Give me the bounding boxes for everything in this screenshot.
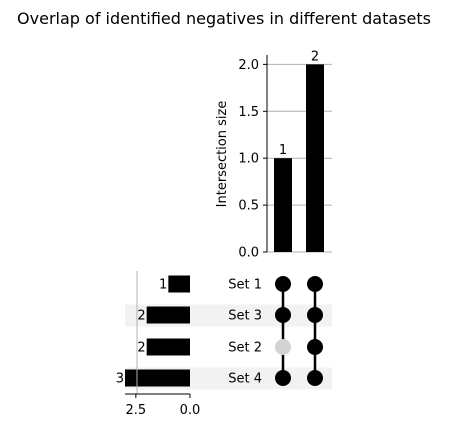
set-name-label: Set 1: [228, 278, 262, 293]
membership-dot-active: [275, 307, 291, 323]
set-size-labels: 1 2 2 3: [116, 278, 168, 387]
intersection-bar: [306, 64, 324, 252]
intersection-bars: [274, 64, 324, 252]
membership-dot-active: [307, 276, 323, 292]
intersection-y-ticks: 0.0 0.5 1.0 1.5 2.0: [238, 58, 267, 261]
set-size-bar: [168, 275, 190, 293]
y-tick-label: 1.5: [238, 105, 259, 120]
set-size-x-tick-label: 0.0: [180, 403, 201, 418]
intersection-y-axis-label: Intersection size: [215, 101, 230, 208]
chart-title: Overlap of identified negatives in diffe…: [17, 9, 431, 28]
set-size-bars: [125, 275, 190, 387]
y-tick-label: 0.5: [238, 199, 259, 214]
set-names: Set 1 Set 3 Set 2 Set 4: [228, 278, 262, 387]
y-tick-label: 0.0: [238, 246, 259, 261]
membership-dot-active: [307, 339, 323, 355]
set-name-label: Set 2: [228, 341, 262, 356]
set-size-label: 1: [159, 278, 167, 293]
membership-matrix: [275, 276, 323, 386]
set-name-label: Set 4: [228, 372, 262, 387]
membership-dot-active: [275, 276, 291, 292]
set-size-label: 2: [137, 341, 145, 356]
membership-dot-active: [275, 370, 291, 386]
set-size-label: 2: [137, 309, 145, 324]
membership-dot-active: [307, 307, 323, 323]
set-size-label: 3: [116, 372, 124, 387]
intersection-bar: [274, 158, 292, 252]
membership-dot-inactive: [275, 339, 291, 355]
intersection-bar-label: 2: [311, 49, 319, 64]
set-name-label: Set 3: [228, 309, 262, 324]
set-size-x-ticks: 2.5 0.0: [125, 394, 200, 418]
set-size-bar: [146, 338, 190, 356]
set-size-bar: [146, 306, 190, 324]
intersection-bar-labels: 12: [279, 49, 319, 158]
membership-dot-active: [307, 370, 323, 386]
set-size-x-tick-label: 2.5: [125, 403, 146, 418]
y-tick-label: 1.0: [238, 152, 259, 167]
y-tick-label: 2.0: [238, 58, 259, 73]
intersection-bar-label: 1: [279, 143, 287, 158]
set-size-bar: [125, 369, 190, 387]
